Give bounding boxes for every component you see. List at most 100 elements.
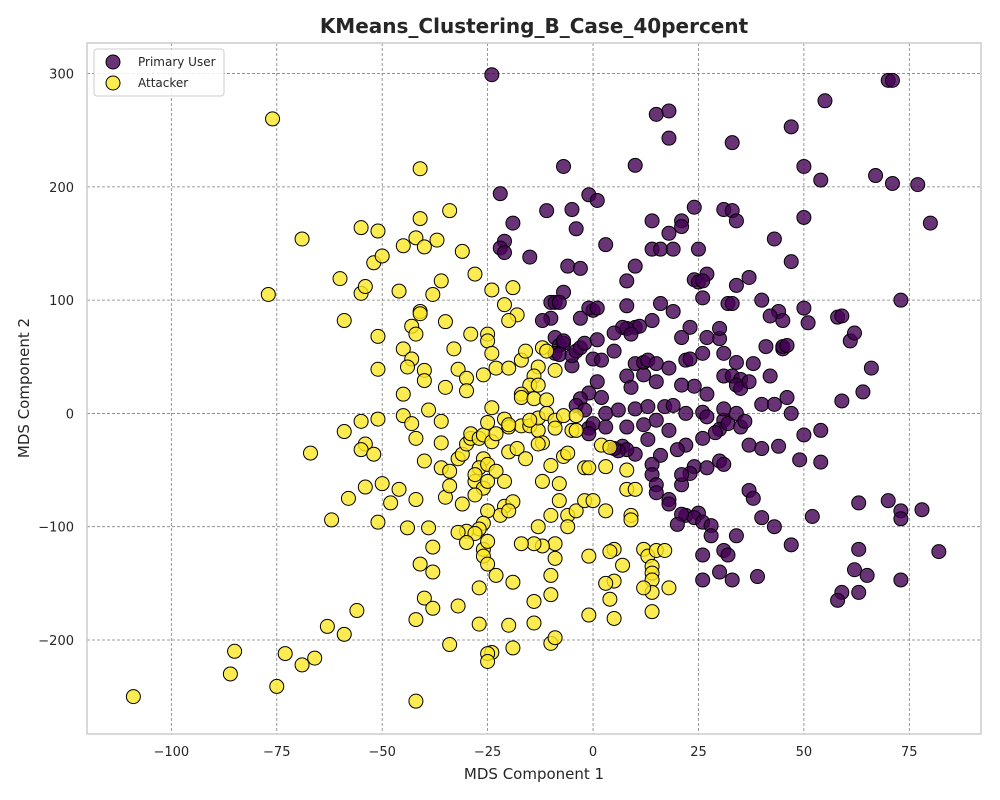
scatter-point — [408, 326, 424, 342]
scatter-point — [636, 580, 652, 596]
scatter-point — [319, 618, 335, 634]
scatter-point — [539, 392, 555, 408]
scatter-point — [884, 72, 900, 88]
scatter-point — [125, 689, 141, 705]
scatter-point — [399, 520, 415, 536]
scatter-point — [370, 223, 386, 239]
scatter-point — [412, 211, 428, 227]
scatter-point — [480, 654, 496, 670]
scatter-point — [766, 519, 782, 535]
scatter-point — [366, 446, 382, 462]
scatter-point — [408, 430, 424, 446]
scatter-point — [374, 248, 390, 264]
scatter-point — [720, 547, 736, 563]
scatter-point — [754, 441, 770, 457]
scatter-point — [661, 580, 677, 596]
scatter-point — [610, 402, 626, 418]
scatter-point — [324, 512, 340, 528]
scatter-point — [783, 537, 799, 553]
scatter-point — [893, 572, 909, 588]
scatter-point — [399, 359, 415, 375]
scatter-point — [669, 442, 685, 458]
scatter-point — [665, 397, 681, 413]
y-tick-label: 0 — [66, 407, 74, 422]
scatter-point — [619, 298, 635, 314]
scatter-point — [395, 238, 411, 254]
scatter-point — [501, 503, 517, 519]
scatter-point — [408, 693, 424, 709]
scatter-point — [648, 106, 664, 122]
scatter-point — [442, 478, 458, 494]
scatter-point — [353, 413, 369, 429]
scatter-point — [518, 343, 534, 359]
scatter-point — [762, 368, 778, 384]
scatter-point — [682, 351, 698, 367]
scatter-point — [724, 296, 740, 312]
scatter-point — [357, 279, 373, 295]
plot-frame — [86, 42, 982, 735]
scatter-point — [513, 536, 529, 552]
scatter-point — [623, 379, 639, 395]
scatter-point — [421, 402, 437, 418]
scatter-point — [678, 405, 694, 421]
scatter-point — [227, 643, 243, 659]
scatter-point — [332, 271, 348, 287]
scatter-point — [695, 430, 711, 446]
scatter-point — [437, 379, 453, 395]
scatter-point — [674, 467, 690, 483]
scatter-point — [817, 93, 833, 109]
scatter-point — [931, 544, 947, 560]
scatter-point — [766, 231, 782, 247]
scatter-point — [370, 328, 386, 344]
scatter-point — [522, 412, 538, 428]
scatter-point — [619, 273, 635, 289]
scatter-point — [467, 487, 483, 503]
scatter-point — [648, 412, 664, 428]
scatter-point — [475, 367, 491, 383]
scatter-point — [665, 241, 681, 257]
scatter-point — [505, 215, 521, 231]
scatter-point — [745, 356, 761, 372]
x-tick-label: 0 — [589, 745, 597, 760]
scatter-point — [796, 300, 812, 316]
scatter-point — [471, 616, 487, 632]
scatter-point — [695, 572, 711, 588]
scatter-point — [640, 431, 656, 447]
scatter-point — [353, 442, 369, 458]
scatter-point — [834, 393, 850, 409]
scatter-point — [690, 241, 706, 257]
scatter-point — [737, 413, 753, 429]
scatter-point — [484, 345, 500, 361]
scatter-point — [568, 422, 584, 438]
x-tick-label: −50 — [368, 745, 395, 760]
scatter-point — [724, 572, 740, 588]
scatter-point — [606, 343, 622, 359]
scatter-point — [269, 678, 285, 694]
scatter-point — [783, 119, 799, 135]
scatter-point — [488, 360, 504, 376]
scatter-point — [699, 409, 715, 425]
scatter-point — [813, 454, 829, 470]
legend: Primary User Attacker — [93, 48, 225, 97]
scatter-point — [412, 556, 428, 572]
scatter-point — [505, 640, 521, 656]
scatter-point — [796, 158, 812, 174]
scatter-point — [661, 225, 677, 241]
scatter-point — [480, 414, 496, 430]
scatter-point — [716, 345, 732, 361]
scatter-point — [530, 519, 546, 535]
scatter-point — [750, 569, 765, 585]
scatter-point — [813, 172, 829, 188]
scatter-point — [442, 203, 458, 219]
scatter-point — [442, 463, 458, 479]
scatter-point — [775, 313, 791, 329]
legend-marker-attacker — [105, 75, 121, 91]
scatter-point — [480, 503, 496, 519]
scatter-point — [526, 593, 542, 609]
scatter-point — [370, 411, 386, 427]
scatter-point — [307, 650, 323, 666]
scatter-point — [513, 390, 529, 406]
scatter-point — [728, 354, 744, 370]
scatter-point — [863, 360, 879, 376]
